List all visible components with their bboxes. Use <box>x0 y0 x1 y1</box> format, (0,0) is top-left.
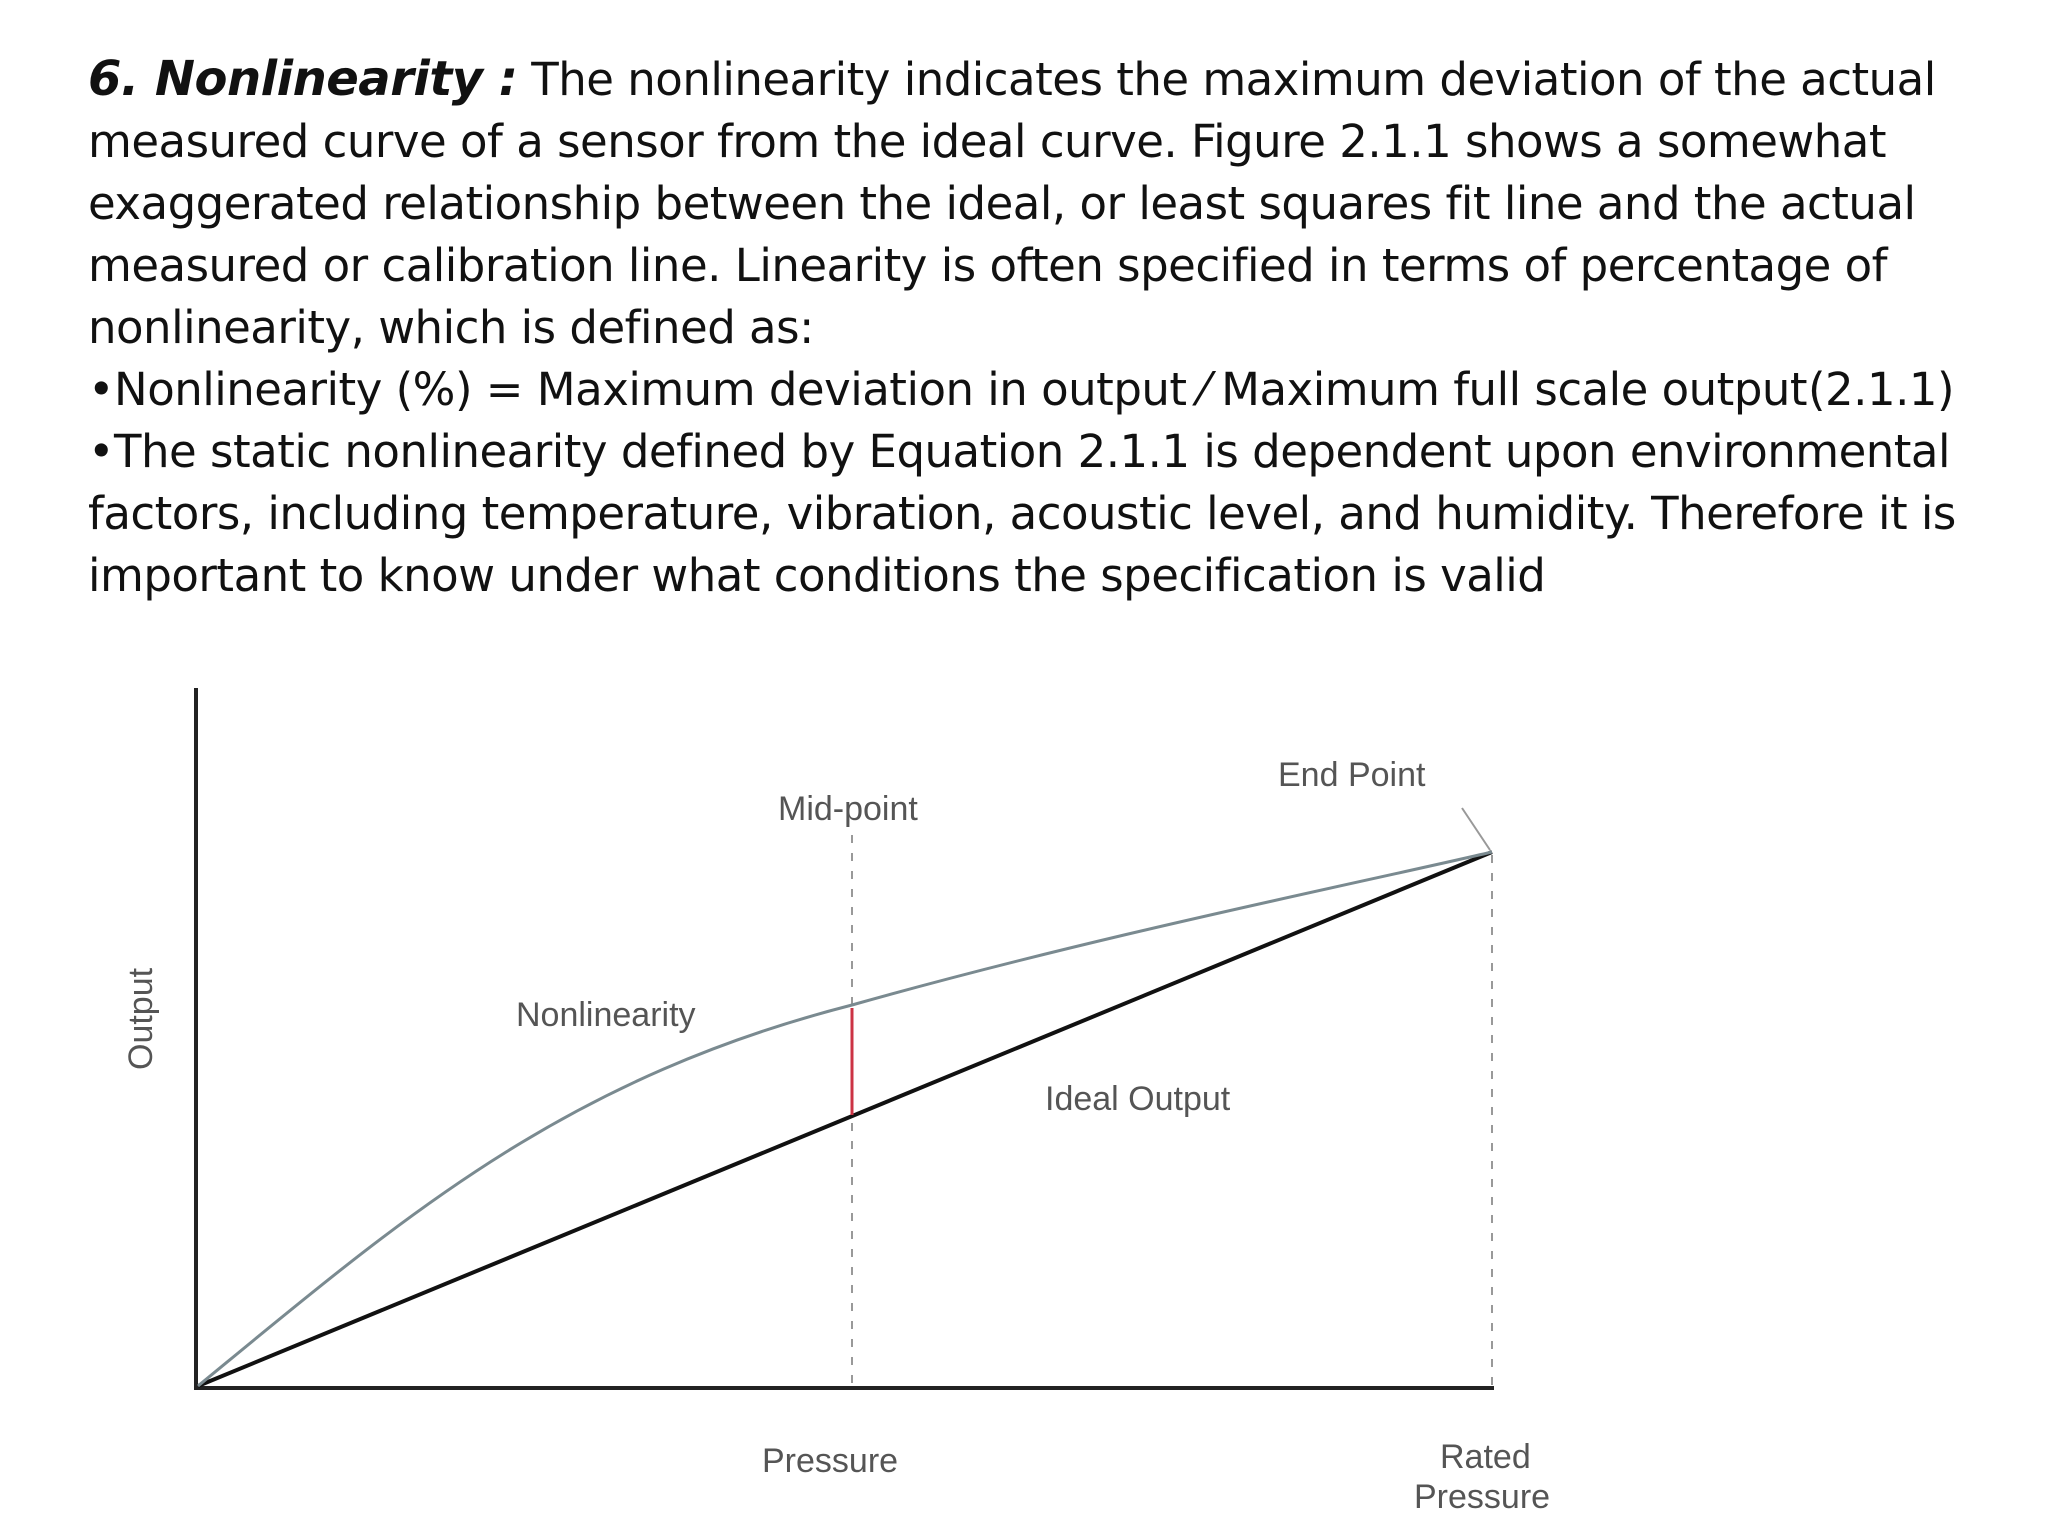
x-axis-label: Pressure <box>762 1442 898 1480</box>
intro-line: exaggerated relationship between the ide… <box>88 177 1916 230</box>
ideal-output-line <box>197 850 1493 1388</box>
nonlinearity-label: Nonlinearity <box>516 996 696 1034</box>
bullet-equation: •Nonlinearity (%) = Maximum deviation in… <box>88 359 1988 421</box>
rated-label-line-2: Pressure <box>1414 1478 1550 1516</box>
paragraph-line-1: 6. Nonlinearity : The nonlinearity indic… <box>88 48 1988 111</box>
equation-number: (2.1.1) <box>1808 363 1955 416</box>
bullet-2-line: •The static nonlinearity defined by Equa… <box>88 425 1951 478</box>
intro-line: measured or calibration line. Linearity … <box>88 239 1888 292</box>
bullet-2-line: factors, including temperature, vibratio… <box>88 487 1956 540</box>
intro-line: nonlinearity, which is defined as: <box>88 301 814 354</box>
mid-point-label: Mid-point <box>778 790 918 828</box>
end-point-leader <box>1461 807 1491 851</box>
intro-line: measured curve of a sensor from the idea… <box>88 115 1886 168</box>
end-point-label: End Point <box>1278 756 1426 794</box>
section-heading: 6. Nonlinearity : <box>88 51 518 107</box>
rated-label-line-1: Rated <box>1440 1438 1531 1476</box>
y-axis-label: Output <box>122 967 160 1070</box>
ideal-output-label: Ideal Output <box>1045 1080 1231 1118</box>
slide-body: 6. Nonlinearity : The nonlinearity indic… <box>88 48 1988 607</box>
equation-text: •Nonlinearity (%) = Maximum deviation in… <box>88 363 1808 416</box>
intro-line: The nonlinearity indicates the maximum d… <box>531 53 1936 106</box>
bullet-2-line: important to know under what conditions … <box>88 549 1546 602</box>
measured-curve <box>197 850 1493 1388</box>
